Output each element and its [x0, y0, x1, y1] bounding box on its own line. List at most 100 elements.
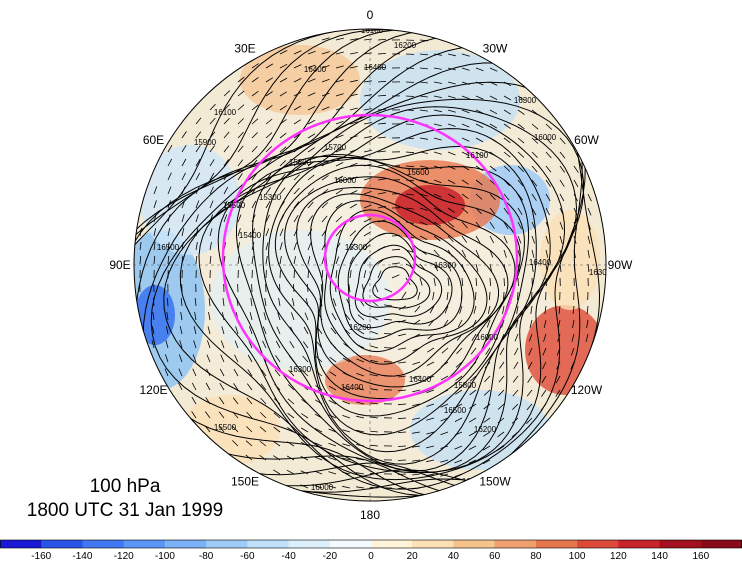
wind-barb [328, 471, 337, 475]
wind-barb [511, 431, 519, 438]
wind-barb [573, 165, 579, 173]
wind-barb [419, 221, 428, 226]
wind-barb [489, 123, 498, 129]
wind-barb [287, 412, 295, 419]
wind-barb [377, 178, 386, 181]
wind-barb [426, 431, 435, 435]
wind-barb [419, 165, 428, 168]
wind-barb [293, 64, 302, 69]
wind-barb [473, 305, 477, 314]
wind-barb [469, 375, 477, 382]
wind-barb [307, 256, 311, 265]
wind-barb [517, 221, 522, 230]
wind-barb [531, 235, 536, 244]
wind-barb [363, 66, 372, 69]
wind-barb [292, 298, 295, 307]
wind-barb [321, 175, 329, 181]
wind-barb [503, 277, 505, 287]
wind-barb [369, 444, 379, 447]
colorbar-tick-label: -120 [114, 551, 134, 561]
longitude-label: 150E [231, 475, 259, 489]
wind-barb [139, 242, 142, 251]
longitude-label: 0 [367, 8, 374, 22]
wind-barb [475, 123, 484, 128]
wind-barb [232, 425, 239, 433]
wind-barb [349, 149, 358, 153]
wind-barb [349, 270, 352, 279]
wind-barb [405, 193, 414, 196]
wind-barb [234, 354, 239, 363]
wind-barb [195, 214, 199, 223]
wind-barb [377, 94, 387, 97]
wind-barb [222, 298, 225, 307]
wind-barb [391, 274, 400, 279]
wind-barb [587, 207, 592, 216]
wind-barb [139, 228, 142, 237]
wind-barb [461, 235, 468, 243]
wind-barb [346, 298, 351, 307]
wind-barb [307, 228, 313, 237]
wind-barb [208, 298, 211, 307]
wind-barb [485, 333, 491, 342]
wind-barb [545, 235, 549, 244]
wind-barb [377, 270, 382, 279]
wind-barb [315, 356, 323, 363]
wind-barb [447, 277, 450, 286]
wind-barb [446, 291, 449, 300]
wind-barb [293, 269, 295, 279]
wind-barb [307, 78, 316, 83]
wind-barb [335, 65, 344, 69]
wind-barb [321, 51, 330, 55]
colorbar-swatch [0, 540, 42, 548]
wind-barb [405, 165, 415, 168]
wind-barb [300, 470, 309, 475]
wind-barb [405, 137, 415, 139]
wind-barb [349, 243, 356, 251]
wind-barb [265, 132, 273, 139]
wind-barb [441, 347, 449, 354]
wind-barb [223, 159, 229, 167]
wind-barb [286, 455, 295, 461]
wind-barb [279, 146, 287, 153]
wind-barb [363, 52, 372, 55]
wind-barb [447, 81, 456, 85]
wind-barb [471, 333, 477, 342]
wind-barb [265, 63, 274, 69]
wind-barb [587, 263, 590, 273]
wind-barb [293, 283, 295, 293]
wind-barb [307, 160, 315, 167]
wind-barb [456, 333, 463, 341]
wind-barb [433, 263, 439, 272]
wind-barb [245, 440, 253, 447]
wind-barb [153, 186, 158, 195]
wind-barb [195, 255, 198, 265]
contour-label: 15700 [324, 143, 347, 152]
wind-barb [489, 277, 491, 287]
wind-barb [209, 242, 212, 251]
wind-barb [470, 347, 477, 355]
wind-barb [321, 242, 326, 251]
wind-barb [397, 417, 407, 420]
wind-barb [475, 179, 483, 186]
wind-barb [370, 416, 379, 419]
wind-barb [503, 291, 505, 301]
contour-label: 16400 [341, 383, 364, 392]
wind-barb [246, 426, 253, 433]
wind-barb [223, 214, 228, 223]
wind-barb [164, 368, 169, 377]
wind-barb [181, 172, 186, 181]
wind-barb [428, 319, 435, 327]
wind-barb [204, 411, 211, 419]
wind-barb [209, 172, 215, 181]
wind-barb [516, 305, 519, 314]
wind-barb [370, 402, 379, 405]
wind-barb [305, 298, 309, 307]
wind-barb [531, 263, 534, 272]
wind-barb [247, 354, 253, 363]
wind-barb [363, 108, 372, 111]
wind-barb [348, 284, 351, 293]
wind-barb [440, 417, 449, 422]
wind-barb [470, 361, 477, 369]
wind-barbs [139, 37, 592, 490]
wind-barb [251, 90, 259, 97]
